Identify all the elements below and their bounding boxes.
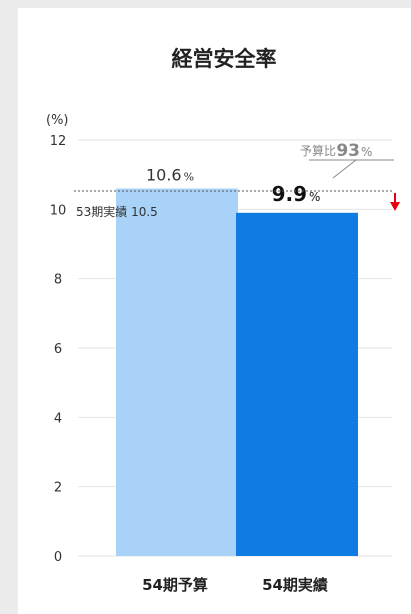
decrease-arrow-icon — [390, 193, 400, 211]
y-tick-label: 0 — [54, 550, 62, 565]
y-tick-label: 4 — [54, 411, 62, 426]
data-label: 9.9% — [272, 182, 321, 206]
ratio-prefix: 予算比 — [300, 143, 336, 158]
y-tick-label: 10 — [50, 203, 67, 218]
y-tick-label: 12 — [50, 134, 67, 149]
left-margin-strip — [0, 0, 18, 614]
ratio-unit: % — [361, 145, 372, 159]
y-tick-label: 8 — [54, 273, 62, 288]
y-tick-label: 6 — [54, 342, 62, 357]
ratio-number: 93 — [336, 141, 360, 161]
reference-line-label: 53期実績 10.5 — [76, 204, 158, 219]
bars — [116, 188, 358, 557]
ratio-annotation: 予算比 93 % — [300, 141, 394, 179]
chart-title: 経営安全率 — [172, 47, 277, 71]
x-axis-ticks: 54期予算 54期実績 — [142, 576, 328, 594]
data-label: 10.6% — [146, 166, 194, 185]
y-axis-unit-label: (%) — [46, 113, 69, 128]
y-axis-ticks: 0 2 4 6 8 10 12 — [50, 134, 67, 565]
bar-54期予算 — [116, 188, 238, 557]
bar-54期実績 — [236, 212, 358, 557]
x-tick-label: 54期予算 — [142, 576, 208, 594]
data-labels: 10.6 % 9.9% — [146, 166, 320, 206]
ratio-leader-line — [332, 159, 357, 179]
y-tick-label: 2 — [54, 481, 62, 496]
x-tick-label: 54期実績 — [262, 576, 328, 594]
